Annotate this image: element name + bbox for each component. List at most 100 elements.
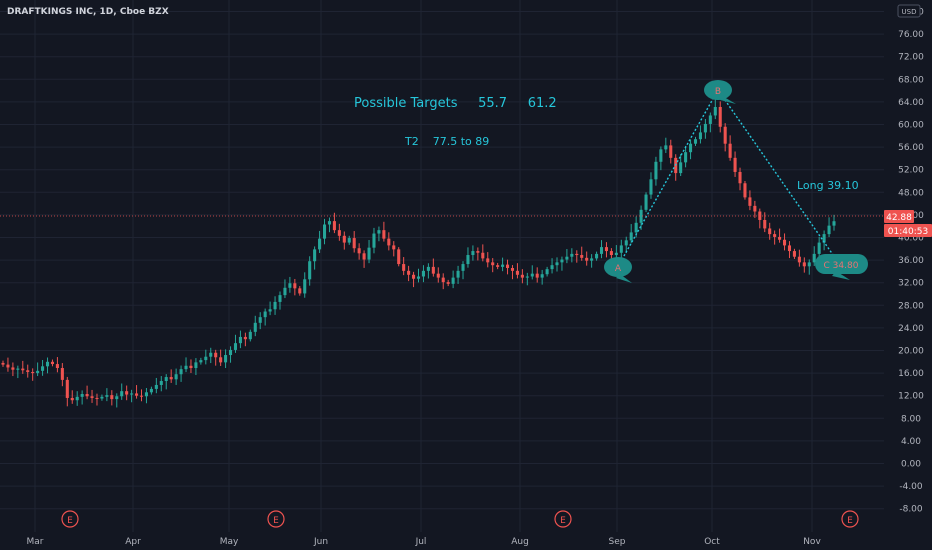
- candle: [347, 235, 351, 245]
- earnings-marker-label: E: [847, 516, 853, 526]
- candle: [75, 391, 79, 406]
- candle: [758, 208, 762, 229]
- candle: [298, 286, 302, 296]
- earnings-marker: [841, 510, 859, 528]
- candle: [669, 139, 673, 164]
- candle: [654, 156, 658, 186]
- candle: [733, 151, 737, 177]
- candle: [778, 228, 782, 243]
- earnings-marker: [554, 510, 572, 528]
- candle: [624, 236, 628, 254]
- candle: [273, 296, 277, 315]
- candle: [258, 312, 262, 330]
- candle: [318, 230, 322, 253]
- candle: [783, 233, 787, 251]
- candle: [144, 388, 148, 404]
- candle: [674, 154, 678, 181]
- y-tick-label: 64.00: [898, 98, 924, 108]
- candle: [530, 265, 534, 280]
- y-tick-label: 76.00: [898, 30, 924, 40]
- candle: [718, 101, 722, 133]
- candle: [436, 267, 440, 283]
- y-tick-label: -8.00: [899, 505, 923, 515]
- candle: [6, 357, 10, 372]
- candle: [303, 272, 307, 298]
- candle: [520, 269, 524, 284]
- candle: [174, 368, 178, 385]
- candle: [585, 251, 589, 266]
- candle: [698, 125, 702, 144]
- candle: [233, 334, 238, 353]
- candle: [639, 205, 643, 230]
- svg-text:B: B: [715, 87, 721, 97]
- candle: [506, 259, 510, 275]
- candle: [243, 332, 247, 347]
- candle: [214, 349, 218, 366]
- candle: [36, 362, 40, 377]
- x-tick-label: Nov: [803, 537, 821, 547]
- chart-grid: [0, 0, 884, 532]
- y-tick-label: 52.00: [898, 166, 924, 176]
- candle: [753, 200, 757, 218]
- candle: [105, 388, 109, 402]
- last-price-tag: 42.88 01:40:53: [884, 210, 932, 237]
- candle: [372, 227, 376, 254]
- candle: [159, 376, 163, 392]
- candle: [708, 112, 712, 133]
- candle: [580, 246, 584, 261]
- pattern-line: [619, 89, 719, 264]
- earnings-marker: [61, 510, 79, 528]
- y-tick-label: 4.00: [901, 437, 921, 447]
- x-tick-label: Aug: [511, 537, 529, 547]
- candle: [599, 240, 604, 259]
- candle: [130, 389, 134, 403]
- candle: [382, 221, 386, 242]
- x-tick-label: May: [220, 537, 239, 547]
- y-tick-label: 12.00: [898, 392, 924, 402]
- candle: [421, 265, 425, 283]
- candle: [199, 357, 203, 365]
- t2-label: T2 77.5 to 89: [404, 135, 489, 148]
- candle: [545, 266, 549, 277]
- candle: [515, 263, 519, 279]
- svg-text:A: A: [615, 264, 622, 274]
- candle: [713, 99, 717, 120]
- candle: [590, 254, 594, 268]
- candle: [110, 390, 114, 406]
- candle: [362, 250, 366, 268]
- candle: [1, 360, 5, 367]
- candle: [773, 230, 777, 245]
- candle: [139, 389, 144, 402]
- candle: [367, 239, 371, 264]
- candle: [60, 363, 64, 387]
- candle: [595, 251, 599, 261]
- y-tick-label: 16.00: [898, 369, 924, 379]
- candle: [817, 236, 821, 260]
- candle: [407, 265, 411, 282]
- candle: [45, 357, 50, 374]
- candle: [644, 192, 648, 213]
- candle: [629, 224, 633, 244]
- candle: [21, 360, 25, 374]
- long-label: Long 39.10: [797, 179, 859, 192]
- candle: [253, 315, 257, 337]
- candle: [802, 257, 806, 273]
- y-tick-label: 60.00: [898, 121, 924, 131]
- candle: [332, 212, 336, 234]
- currency-button[interactable]: USD: [897, 4, 921, 18]
- candle: [11, 362, 15, 377]
- candle: [471, 245, 475, 261]
- candle: [55, 357, 59, 373]
- candle: [728, 135, 732, 161]
- chart-title: DRAFTKINGS INC, 1D, Cboe BZX: [7, 7, 169, 17]
- y-tick-label: 40.00: [898, 234, 924, 244]
- candlestick-series: [1, 99, 836, 408]
- candle: [204, 349, 208, 365]
- candle: [560, 256, 564, 271]
- candle: [496, 262, 500, 270]
- countdown-timer: 01:40:53: [888, 227, 928, 237]
- candle: [451, 270, 455, 289]
- candle: [238, 330, 242, 349]
